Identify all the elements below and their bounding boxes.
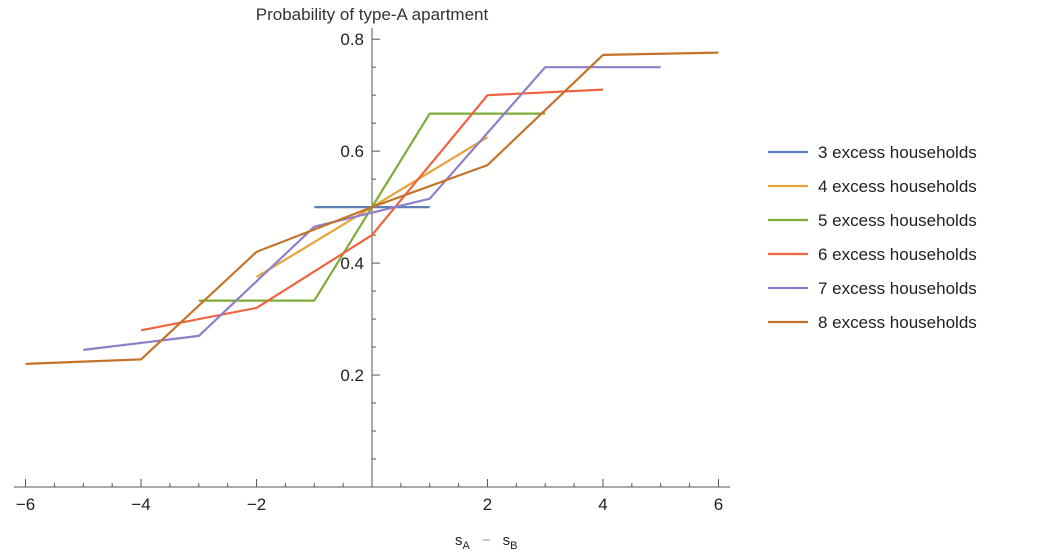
x-tick-label: −4: [131, 495, 150, 514]
y-tick-label: 0.2: [340, 366, 364, 385]
x-tick-label: 2: [483, 495, 492, 514]
x-tick-label: 6: [714, 495, 723, 514]
x-tick-label: 4: [598, 495, 607, 514]
x-tick-label: −6: [16, 495, 35, 514]
legend-label: 4 excess households: [818, 177, 977, 196]
axes: −6 −4 −2 2 4 6 0.2 0.4 0.6 0.8: [14, 28, 730, 514]
x-axis-label-s1: s: [455, 532, 463, 549]
series-line-7: [83, 66, 661, 351]
x-axis-label-sub-b: B: [510, 540, 517, 552]
series-line-8: [25, 51, 719, 365]
series-line-6: [140, 88, 604, 332]
x-axis-label: sA − sB: [455, 532, 517, 552]
y-tick-label: 0.8: [340, 30, 364, 49]
x-axis-label-sub-a: A: [463, 540, 471, 552]
series-lines: [25, 51, 719, 365]
legend-label: 8 excess households: [818, 313, 977, 332]
y-tick-label: 0.6: [340, 142, 364, 161]
legend-label: 5 excess households: [818, 211, 977, 230]
legend-label: 6 excess households: [818, 245, 977, 264]
legend-label: 3 excess households: [818, 143, 977, 162]
x-tick-label: −2: [247, 495, 266, 514]
y-tick-label: 0.4: [340, 254, 364, 273]
legend-label: 7 excess households: [818, 279, 977, 298]
legend: 3 excess households 4 excess households 5 …: [768, 143, 977, 332]
chart-title: Probability of type-A apartment: [256, 5, 489, 24]
x-axis-label-s2: s: [503, 532, 511, 549]
x-axis-label-minus: −: [482, 532, 491, 549]
